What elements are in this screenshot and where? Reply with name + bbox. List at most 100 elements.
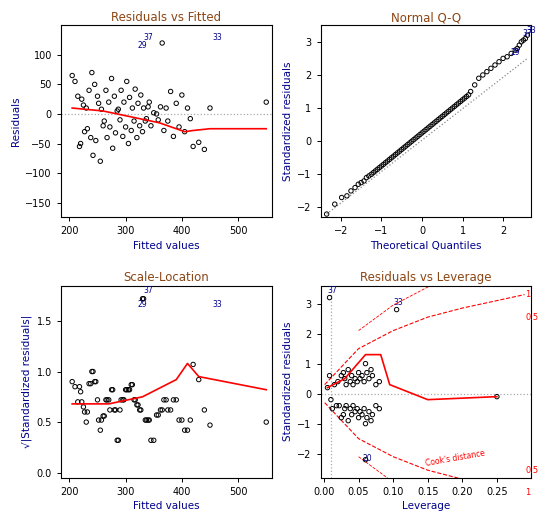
Point [346, 405, 355, 413]
Text: 37: 37 [144, 33, 153, 42]
Point [118, 396, 127, 404]
Point [347, 410, 356, 419]
Y-axis label: Standardized residuals: Standardized residuals [283, 322, 293, 442]
Point [262, 98, 271, 106]
Point [434, 115, 443, 124]
Point [131, 85, 140, 93]
Point [381, 159, 390, 167]
Point [142, 114, 151, 123]
Point [194, 375, 203, 384]
Point [141, 117, 150, 125]
Point [405, 139, 414, 147]
Text: 33: 33 [213, 300, 223, 309]
Point [367, 170, 376, 179]
Point [79, 403, 88, 411]
Point [344, 365, 353, 374]
Text: 37: 37 [144, 286, 153, 295]
Point [104, 98, 113, 106]
Point [491, 61, 499, 69]
Point [343, 192, 351, 200]
Point [368, 410, 377, 419]
Point [342, 401, 350, 410]
Point [355, 408, 364, 416]
Point [450, 102, 459, 111]
Point [162, 104, 170, 112]
Point [377, 162, 386, 170]
Point [104, 396, 113, 404]
Point [113, 107, 122, 115]
Point [178, 91, 186, 99]
Point [82, 418, 91, 426]
Point [172, 99, 180, 108]
Point [68, 72, 76, 80]
Point [375, 377, 384, 386]
Point [391, 150, 400, 159]
Point [150, 436, 158, 444]
Point [392, 305, 401, 314]
Y-axis label: Standardized residuals: Standardized residuals [283, 62, 293, 181]
Point [361, 360, 370, 368]
Point [403, 140, 412, 149]
Point [156, 406, 165, 414]
Point [144, 416, 152, 424]
Point [456, 97, 465, 105]
Point [492, 393, 501, 401]
Point [145, 98, 153, 106]
Point [89, 367, 97, 376]
Point [408, 137, 416, 146]
Point [424, 124, 432, 132]
Point [414, 132, 422, 140]
Point [152, 411, 161, 419]
Point [116, 406, 124, 414]
Point [119, 98, 128, 106]
Point [517, 38, 526, 46]
Point [93, 92, 102, 100]
Point [494, 57, 503, 66]
Point [145, 416, 153, 424]
Point [102, 86, 111, 94]
Point [428, 121, 437, 129]
Point [460, 94, 469, 102]
Point [175, 123, 184, 131]
Point [416, 130, 425, 139]
Point [349, 401, 358, 410]
X-axis label: Theoretical Quantiles: Theoretical Quantiles [370, 241, 482, 251]
Point [122, 77, 131, 86]
Point [135, 122, 144, 130]
Text: 1: 1 [525, 290, 531, 299]
Text: 1: 1 [525, 488, 531, 497]
Point [107, 386, 116, 394]
Title: Residuals vs Fitted: Residuals vs Fitted [111, 11, 222, 24]
Point [333, 377, 342, 386]
Point [90, 80, 99, 89]
Point [322, 210, 331, 218]
Point [355, 374, 364, 383]
Point [158, 406, 167, 414]
Point [139, 294, 148, 303]
Point [466, 87, 475, 96]
Point [358, 410, 366, 419]
Point [169, 396, 178, 404]
Point [206, 421, 214, 429]
Point [342, 381, 350, 389]
Point [172, 396, 180, 404]
Point [97, 416, 106, 424]
Point [521, 34, 530, 43]
Point [121, 123, 130, 131]
Point [119, 396, 128, 404]
Point [200, 406, 209, 414]
Point [358, 372, 366, 380]
Point [478, 71, 487, 79]
Point [397, 145, 406, 153]
Point [373, 165, 382, 173]
Point [136, 406, 145, 414]
Point [156, 103, 165, 111]
Text: 29: 29 [138, 41, 147, 50]
Point [347, 372, 356, 380]
Point [337, 193, 346, 201]
Point [448, 104, 457, 112]
Point [507, 49, 515, 57]
Title: Residuals vs Leverage: Residuals vs Leverage [360, 271, 492, 284]
Point [189, 360, 197, 369]
Point [189, 143, 197, 151]
